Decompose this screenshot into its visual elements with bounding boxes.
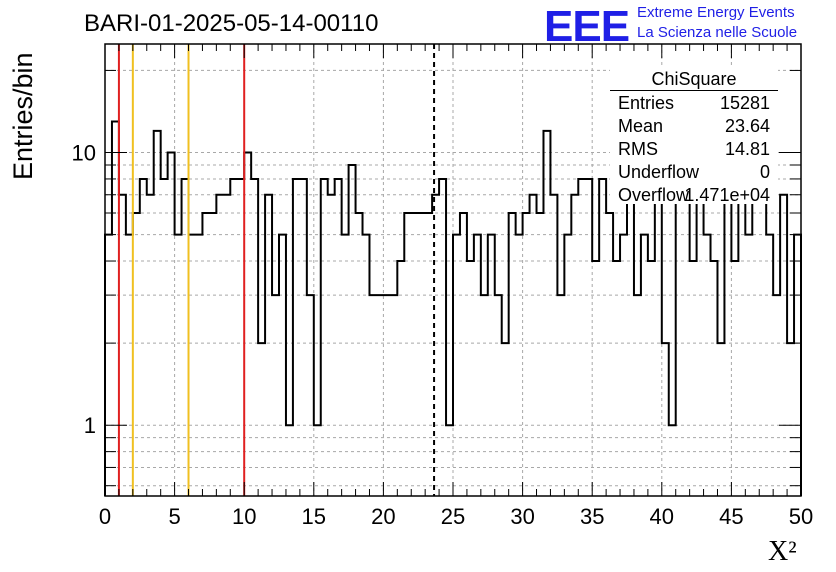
x-axis-label: X² (768, 536, 797, 567)
stats-value: 23.64 (724, 116, 770, 136)
histogram-series (104, 120, 802, 496)
stats-row-entries: Entries 15281 (618, 92, 770, 115)
eee-logo: EEE (544, 2, 630, 51)
stats-row-overflow: Overflow 1.471e+04 (618, 184, 770, 207)
x-tick-label: 30 (510, 504, 534, 529)
stats-key: RMS (618, 139, 658, 159)
stats-row-mean: Mean 23.64 (618, 115, 770, 138)
stats-value: 1.471e+04 (684, 185, 770, 205)
stats-value: 15281 (719, 93, 770, 113)
stats-key: Entries (618, 93, 675, 113)
stats-key: Overflow (618, 185, 690, 205)
stats-key: Underflow (618, 162, 700, 182)
stats-row-rms: RMS 14.81 (618, 138, 770, 161)
x-tick-label: 20 (371, 504, 395, 529)
logo-line-2: La Scienza nelle Scuole (637, 24, 798, 41)
x-tick-label: 45 (719, 504, 743, 529)
stats-box: ChiSquare Entries 15281 Mean 23.64 RMS 1… (610, 68, 778, 207)
stats-value: 0 (759, 162, 770, 182)
x-tick-label: 50 (789, 504, 813, 529)
stats-name: ChiSquare (610, 68, 778, 91)
logo-line-1: Extreme Energy Events (637, 4, 795, 21)
chart-title: BARI-01-2025-05-14-00110 (84, 10, 379, 37)
x-tick-label: 5 (168, 504, 180, 529)
x-tick-label: 40 (650, 504, 674, 529)
y-tick-label: 10 (72, 141, 96, 166)
x-tick-label: 0 (99, 504, 111, 529)
stats-value: 14.81 (724, 139, 770, 159)
y-axis-label: Entries/bin (8, 52, 38, 180)
x-tick-label: 15 (302, 504, 326, 529)
x-tick-label: 10 (232, 504, 256, 529)
y-tick-label: 1 (84, 413, 96, 438)
x-tick-label: 35 (580, 504, 604, 529)
x-tick-label: 25 (441, 504, 465, 529)
stats-key: Mean (618, 116, 664, 136)
stats-row-underflow: Underflow 0 (618, 161, 770, 184)
